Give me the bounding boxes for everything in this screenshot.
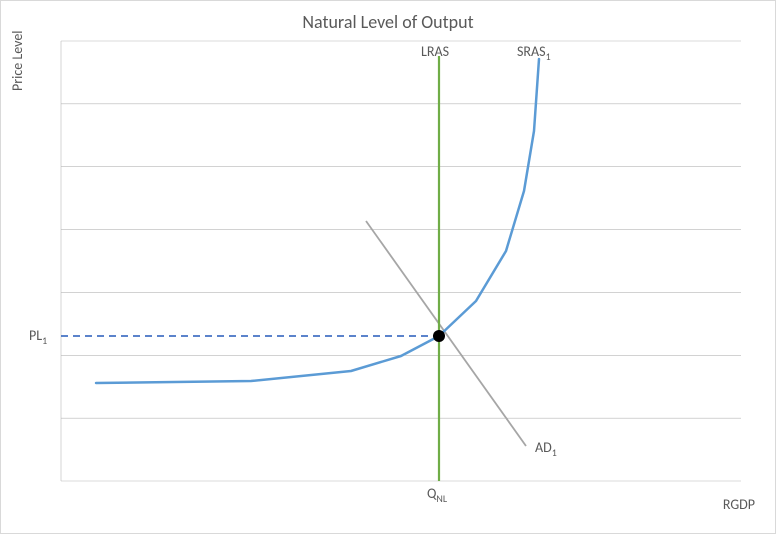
pl-tick-sub: 1 — [42, 334, 47, 347]
sras-label: SRAS1 — [517, 43, 551, 63]
lras-label: LRAS — [421, 43, 449, 60]
chart-frame: Natural Level of Output Price Level RGDP… — [0, 0, 776, 534]
plot-svg — [1, 1, 776, 535]
q-tick-text: Q — [427, 485, 436, 502]
ad-label-sub: 1 — [552, 446, 557, 459]
pl-tick-text: PL — [29, 327, 42, 344]
sras-label-sub: 1 — [546, 50, 551, 63]
ad-label: AD1 — [535, 439, 557, 459]
ad-label-text: AD — [535, 439, 552, 456]
quantity-tick: QNL — [427, 485, 447, 505]
q-tick-sub: NL — [436, 492, 447, 505]
lras-label-text: LRAS — [421, 43, 449, 60]
price-level-tick: PL1 — [29, 327, 47, 347]
sras-label-text: SRAS — [517, 43, 546, 60]
